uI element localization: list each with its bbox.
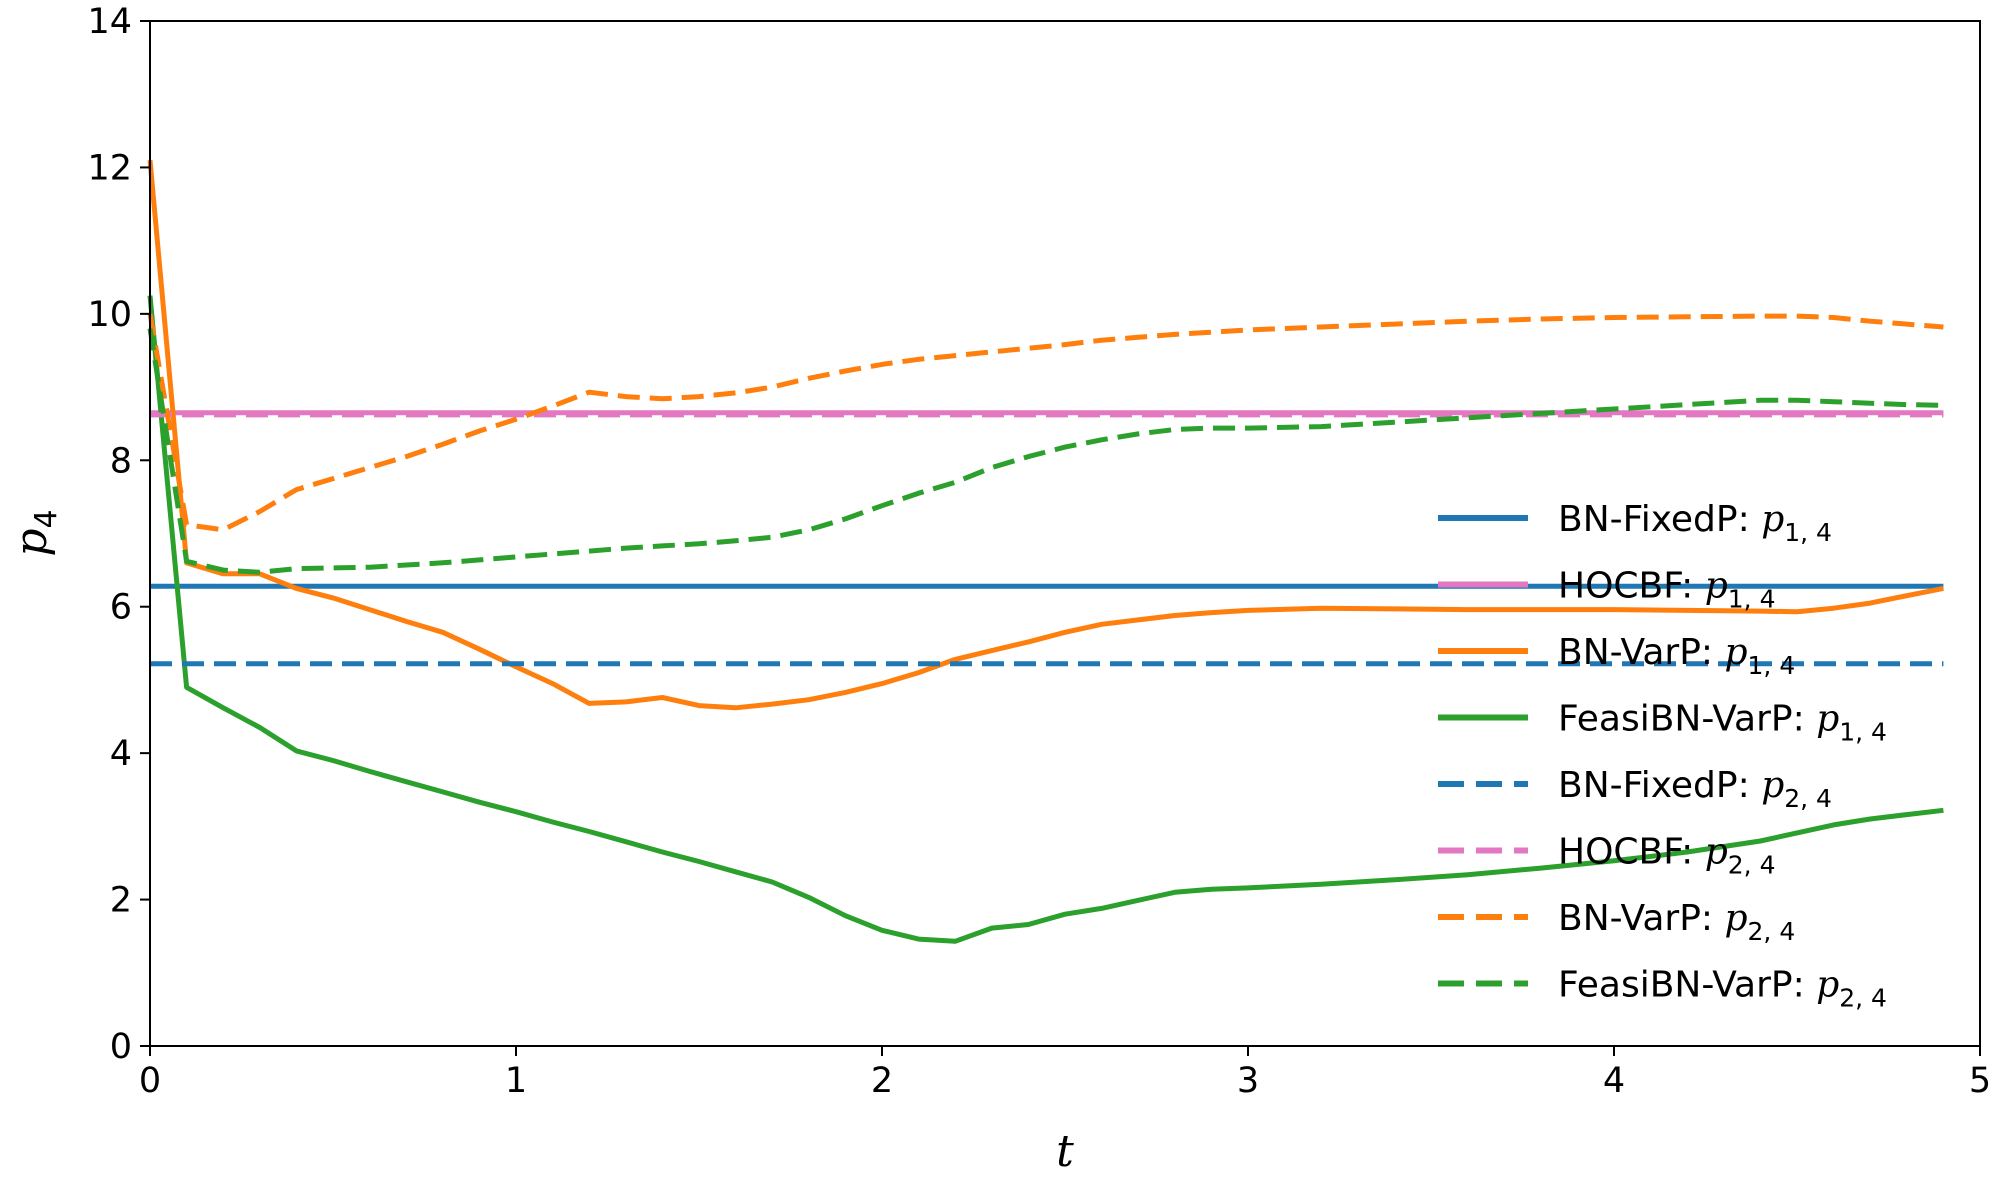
legend: BN-FixedP: p1, 4 HOCBF: p1, 4 BN-VarP: p1,… [1438, 499, 1887, 1013]
x-tick-label: 0 [139, 1061, 161, 1101]
x-tick-label: 3 [1237, 1061, 1259, 1101]
plot-background [150, 21, 1980, 1046]
y-tick-label: 4 [110, 734, 132, 774]
y-tick-label: 6 [110, 588, 132, 628]
x-tick-label: 5 [1969, 1061, 1991, 1101]
x-tick-label: 4 [1603, 1061, 1625, 1101]
series-line-8 [147, 328, 1944, 575]
legend-entry-label: HOCBF: p2, 4 [1558, 832, 1776, 880]
x-tick-label: 2 [871, 1061, 893, 1101]
y-tick-label: 8 [110, 441, 132, 481]
series-line-3 [147, 159, 1944, 711]
y-tick-label: 0 [110, 1027, 132, 1067]
legend-entry-label: BN-FixedP: p2, 4 [1558, 765, 1832, 813]
legend-entry-label: BN-VarP: p2, 4 [1558, 898, 1795, 946]
x-axis-label: t [1056, 1126, 1074, 1177]
y-tick-label: 10 [87, 295, 132, 335]
y-axis-label-subscript: 4 [29, 509, 64, 528]
y-tick-label: 12 [87, 148, 132, 188]
legend-entry-label: BN-FixedP: p1, 4 [1558, 499, 1832, 547]
legend-entry-label: BN-VarP: p1, 4 [1558, 632, 1795, 680]
series-line-4 [147, 295, 1944, 944]
legend-entry-label: HOCBF: p1, 4 [1558, 566, 1776, 614]
y-tick-label: 14 [87, 2, 132, 42]
legend-entry-label: FeasiBN-VarP: p2, 4 [1558, 965, 1887, 1013]
plot-frame [149, 20, 1981, 1047]
y-axis-label: p4 [6, 509, 64, 556]
series-layer [147, 159, 1944, 944]
y-tick-label: 2 [110, 881, 132, 921]
series-line-7 [147, 313, 1944, 533]
x-tick-label: 1 [505, 1061, 527, 1101]
legend-entry-label: FeasiBN-VarP: p1, 4 [1558, 699, 1887, 747]
